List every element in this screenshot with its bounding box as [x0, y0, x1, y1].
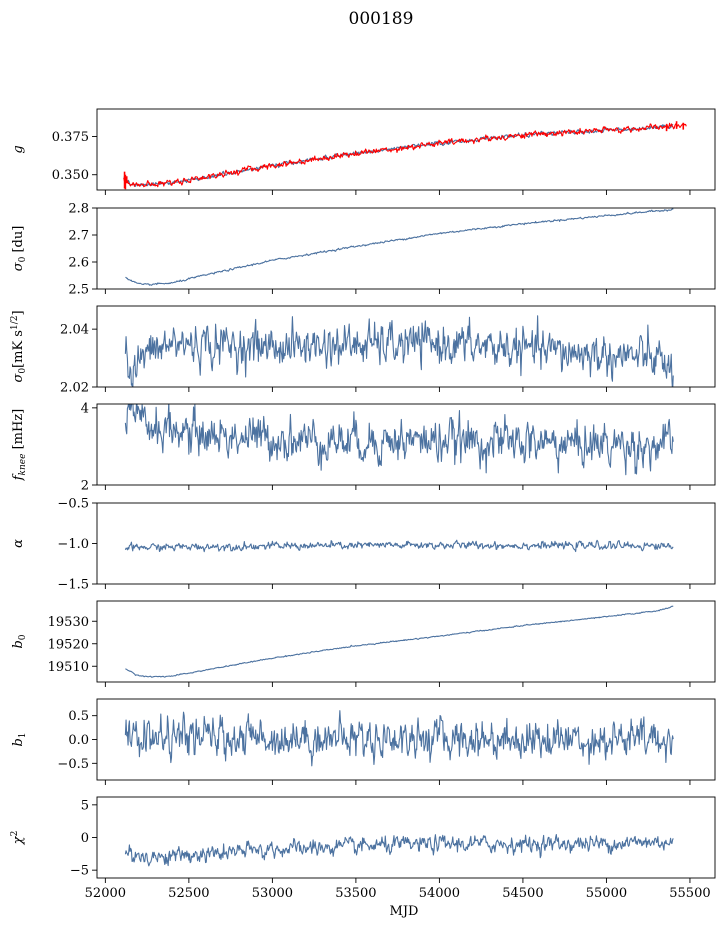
- ytick-label-fknee-1: 4: [81, 401, 89, 416]
- ytick-label-fknee-0: 2: [81, 479, 89, 494]
- series-fknee-model: [124, 404, 674, 476]
- ytick-label-sigma0-0: 2.5: [68, 283, 89, 298]
- series-g-data: [123, 122, 687, 188]
- xtick-label-5: 54500: [502, 886, 543, 901]
- ytick-label-b1-0: −0.5: [57, 757, 89, 772]
- series-b0-model: [125, 605, 674, 678]
- xtick-label-7: 55500: [669, 886, 710, 901]
- ylabel-b1: b1: [11, 732, 28, 746]
- panel-b0: 19510 19520 19530 b0: [11, 600, 716, 687]
- axes-frame-chi2: [96, 796, 716, 879]
- ytick-label-b1-1: 0.0: [68, 733, 89, 748]
- axes-frame-b0: [96, 600, 716, 683]
- figure-title: 000189: [349, 9, 414, 29]
- series-b1-model: [124, 710, 674, 767]
- series-sigma0-model: [125, 208, 674, 286]
- ytick-label-chi2-0: −5: [70, 864, 89, 879]
- series-sigma0_white-model: [124, 315, 674, 387]
- ytick-label-b1-2: 0.5: [68, 709, 89, 724]
- ylabel-g: g: [11, 145, 26, 153]
- ylabel-alpha: α: [11, 539, 26, 548]
- ytick-label-b0-1: 19520: [48, 637, 89, 652]
- ylabel-sigma0_white: σ0[mK s1/2]: [10, 310, 28, 382]
- panel-sigma0: 2.5 2.6 2.7 2.8 σ0 [du]: [11, 202, 716, 298]
- series-alpha-model: [124, 539, 674, 553]
- series-g-model: [123, 123, 674, 188]
- panel-g: 0.350 0.375 g: [11, 108, 716, 195]
- axes-frame-fknee: [96, 403, 716, 486]
- xtick-label-1: 52500: [168, 886, 209, 901]
- ylabel-b0: b0: [11, 634, 28, 648]
- xlabel: MJD: [390, 904, 419, 919]
- axes-frame-g: [96, 108, 716, 191]
- ytick-label-b0-2: 19530: [48, 615, 89, 630]
- ytick-label-sigma0_white-1: 2.04: [60, 323, 89, 338]
- xtick-label-2: 53000: [252, 886, 293, 901]
- ytick-label-sigma0-3: 2.8: [68, 202, 89, 217]
- ylabel-chi2: χ2: [10, 831, 26, 846]
- ytick-label-g-0: 0.350: [52, 168, 89, 183]
- ytick-label-b0-0: 19510: [48, 660, 89, 675]
- panel-b1: −0.5 0.0 0.5 b1: [11, 698, 716, 785]
- ytick-label-sigma0_white-0: 2.02: [60, 381, 89, 396]
- ytick-label-alpha-1: −1.0: [57, 537, 89, 552]
- panel-alpha: −1.5 −1.0 −0.5 α: [11, 497, 716, 593]
- ytick-label-sigma0-1: 2.6: [68, 256, 89, 271]
- axes-frame-sigma0_white: [96, 305, 716, 388]
- xtick-label-6: 55000: [586, 886, 627, 901]
- ytick-label-sigma0-2: 2.7: [68, 229, 89, 244]
- axes-frame-sigma0: [96, 207, 716, 290]
- ylabel-fknee: fknee [mHz]: [11, 409, 28, 482]
- series-chi2-model: [124, 833, 674, 867]
- xtick-label-4: 54000: [419, 886, 460, 901]
- ytick-label-alpha-0: −1.5: [57, 578, 89, 593]
- panel-chi2: −5 0 5 52000 52500 53000 53500 54000 54500 55000 5…: [10, 796, 716, 919]
- xtick-label-3: 53500: [335, 886, 376, 901]
- panels: 0.350 0.375 g 2.5 2.6 2.7 2.8 σ0 [du] 2.02 2.04 σ0…: [10, 108, 716, 919]
- panel-sigma0_white: 2.02 2.04 σ0[mK s1/2]: [10, 305, 716, 396]
- ytick-label-alpha-2: −0.5: [57, 497, 89, 512]
- ytick-label-chi2-2: 5: [81, 798, 89, 813]
- panel-fknee: 2 4 fknee [mHz]: [11, 401, 716, 494]
- ytick-label-chi2-1: 0: [81, 831, 89, 846]
- xtick-label-0: 52000: [85, 886, 126, 901]
- ytick-label-g-1: 0.375: [52, 130, 89, 145]
- ylabel-sigma0: σ0 [du]: [11, 226, 28, 272]
